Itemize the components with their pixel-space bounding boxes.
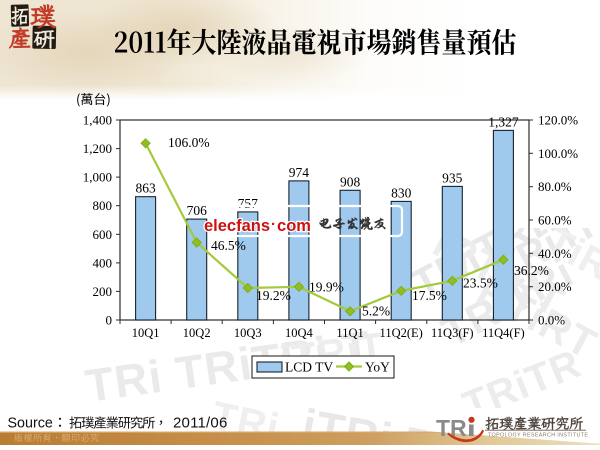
svg-text:11Q4(F): 11Q4(F) [482,326,525,340]
svg-text:757: 757 [238,196,259,211]
svg-text:5.2%: 5.2% [362,304,390,319]
svg-text:YoY: YoY [365,360,390,375]
svg-text:908: 908 [340,174,361,189]
svg-text:40.0%: 40.0% [538,246,572,261]
svg-text:19.2%: 19.2% [256,288,291,303]
svg-text:elecfans·com: elecfans·com [204,216,311,235]
svg-text:974: 974 [289,165,310,180]
svg-text:LCD TV: LCD TV [285,360,333,375]
svg-text:10Q1: 10Q1 [132,326,160,340]
svg-text:11Q3(F): 11Q3(F) [431,326,474,340]
svg-text:1,200: 1,200 [83,141,112,156]
svg-text:1,000: 1,000 [83,170,112,185]
svg-text:1,327: 1,327 [488,114,519,129]
svg-text:120.0%: 120.0% [538,113,578,128]
svg-text:800: 800 [93,198,113,213]
svg-text:80.0%: 80.0% [538,179,572,194]
svg-text:10Q3: 10Q3 [234,326,262,340]
svg-text:20.0%: 20.0% [538,279,572,294]
svg-text:0: 0 [106,313,113,328]
svg-text:400: 400 [93,255,113,270]
svg-text:100.0%: 100.0% [538,146,578,161]
svg-text:46.5%: 46.5% [211,238,246,253]
svg-text:23.5%: 23.5% [463,276,498,291]
svg-text:60.0%: 60.0% [538,213,572,228]
svg-text:830: 830 [391,185,412,200]
svg-text:106.0%: 106.0% [168,135,210,150]
svg-text:10Q2: 10Q2 [183,326,211,340]
svg-text:0.0%: 0.0% [538,313,565,328]
svg-text:Source: Source [8,416,53,432]
svg-text:935: 935 [442,170,463,185]
svg-text:863: 863 [135,181,156,196]
svg-text:706: 706 [187,203,208,218]
svg-text:200: 200 [93,284,113,299]
svg-text:11Q1: 11Q1 [336,326,363,340]
svg-text:17.5%: 17.5% [412,288,447,303]
svg-text:600: 600 [93,227,113,242]
svg-text:36.2%: 36.2% [514,263,549,278]
svg-text:1,400: 1,400 [83,113,112,128]
svg-text:10Q4: 10Q4 [285,326,314,340]
svg-text:TOPOLOGY RESEARCH INSTITUTE: TOPOLOGY RESEARCH INSTITUTE [488,433,588,439]
svg-text:2011/06: 2011/06 [173,415,228,432]
svg-text:19.9%: 19.9% [309,280,344,295]
svg-text:11Q2(E): 11Q2(E) [380,326,423,340]
